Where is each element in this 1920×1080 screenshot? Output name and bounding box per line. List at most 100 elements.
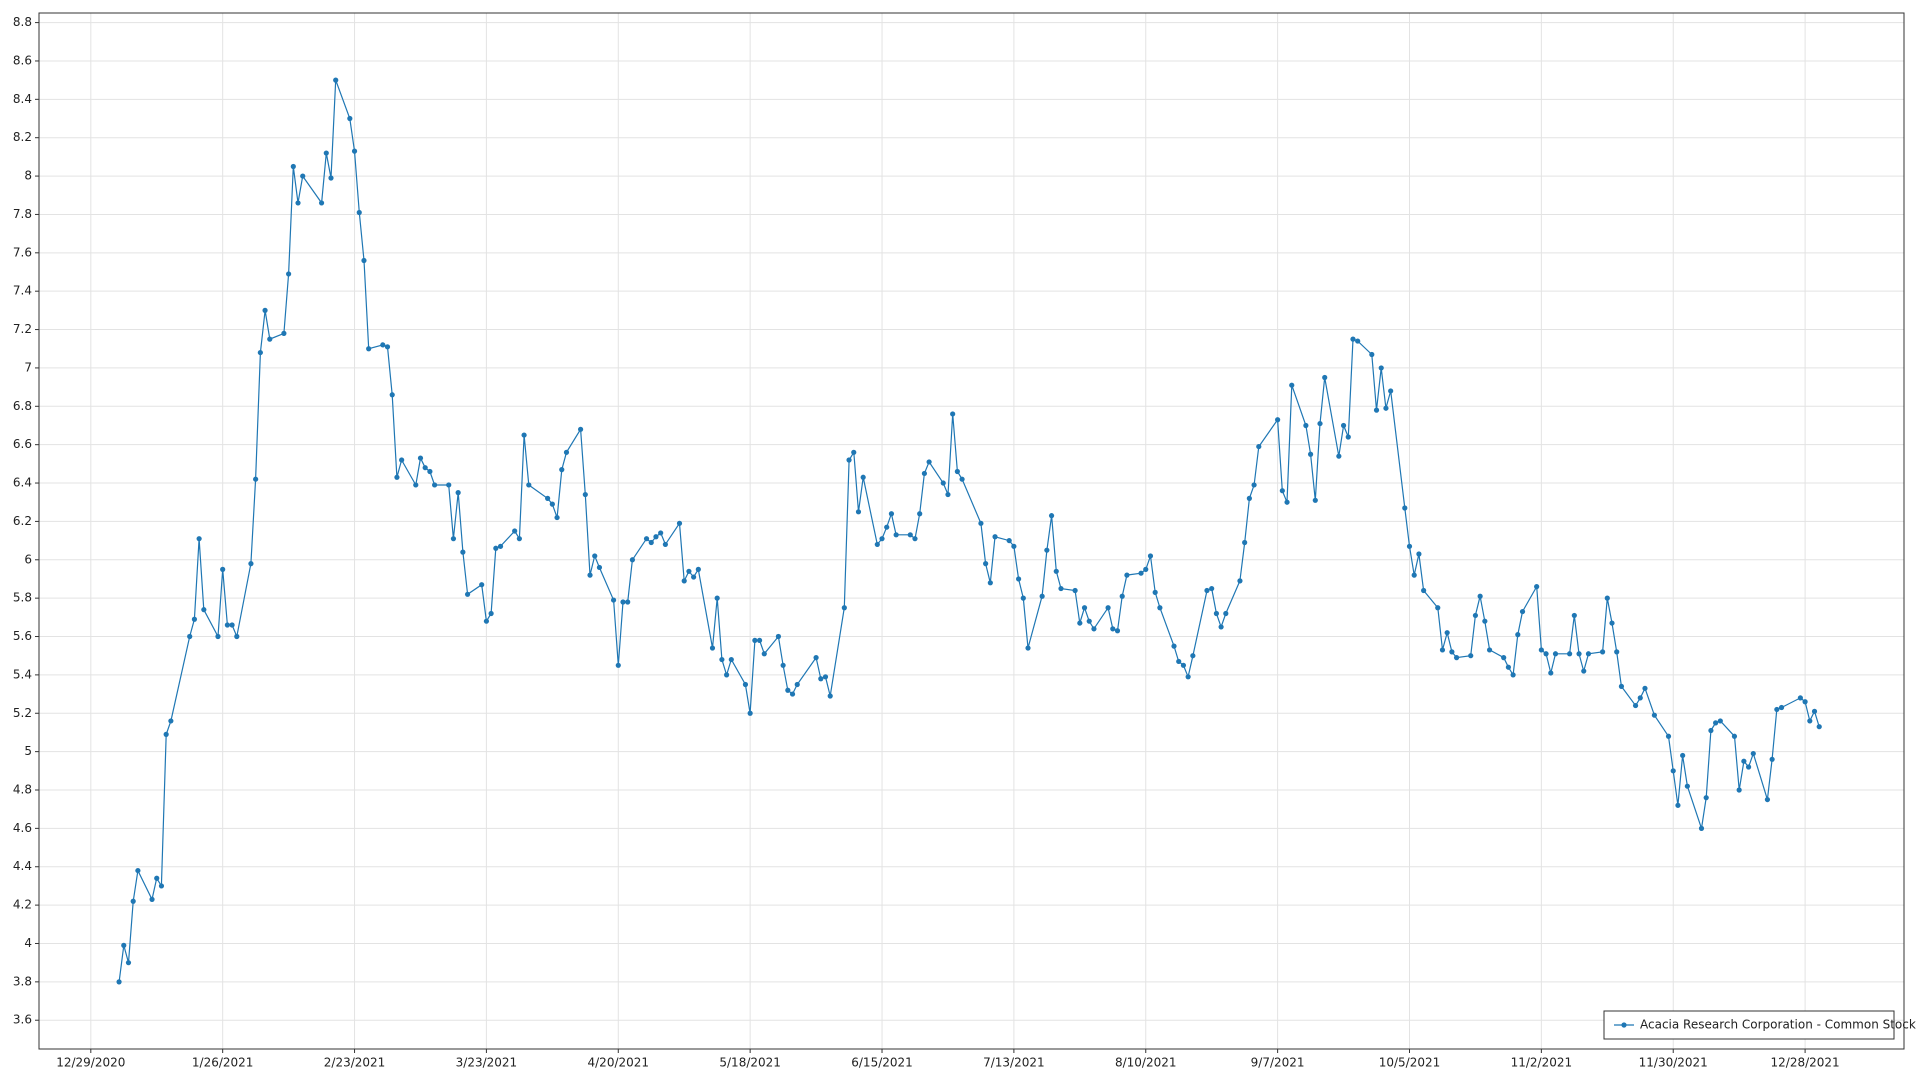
data-point	[234, 633, 240, 640]
data-point	[724, 672, 730, 678]
data-point	[1614, 649, 1620, 655]
data-point	[1251, 482, 1257, 488]
data-point	[257, 349, 263, 356]
data-point	[549, 501, 555, 507]
y-tick-label: 4.8	[13, 783, 32, 797]
data-point	[116, 979, 122, 985]
data-point	[1599, 649, 1606, 655]
data-point	[1816, 724, 1822, 730]
data-point	[521, 432, 527, 438]
data-point	[1176, 658, 1182, 665]
data-point	[978, 520, 984, 526]
x-tick-label: 11/30/2021	[1639, 1056, 1708, 1070]
data-point	[596, 564, 603, 571]
data-point	[1515, 632, 1521, 638]
y-tick-label: 8.8	[13, 15, 32, 29]
data-point	[888, 511, 895, 517]
data-point	[747, 710, 753, 716]
data-point	[1632, 702, 1639, 709]
data-point	[676, 520, 683, 526]
data-point	[940, 480, 946, 486]
data-point	[907, 532, 913, 538]
data-point	[709, 645, 716, 651]
y-tick-label: 4.2	[13, 898, 32, 912]
y-tick-label: 8.2	[13, 130, 32, 144]
data-point	[1355, 338, 1361, 344]
data-point	[526, 482, 532, 488]
x-tick-label: 7/13/2021	[983, 1056, 1045, 1070]
data-point	[855, 509, 862, 515]
data-point	[229, 622, 235, 628]
data-point	[1444, 630, 1450, 636]
data-point	[954, 468, 960, 475]
data-point	[615, 662, 621, 668]
data-point	[512, 528, 518, 534]
data-point	[827, 693, 833, 699]
data-point	[648, 539, 654, 546]
data-point	[662, 541, 668, 548]
data-point	[483, 618, 490, 624]
data-point	[1411, 572, 1417, 578]
data-point	[248, 561, 254, 567]
data-point	[691, 574, 697, 580]
data-point	[1213, 610, 1219, 617]
data-point	[1110, 626, 1116, 632]
data-point	[1552, 651, 1559, 657]
data-point	[846, 457, 852, 463]
y-tick-label: 5.2	[13, 706, 32, 720]
data-point	[135, 867, 141, 874]
y-tick-label: 5	[24, 744, 32, 758]
x-tick-label: 2/23/2021	[324, 1056, 386, 1070]
data-point	[1350, 336, 1356, 342]
data-point	[380, 342, 386, 348]
data-point	[1651, 712, 1657, 718]
data-point	[1209, 585, 1215, 592]
data-point	[775, 633, 782, 640]
data-point	[1439, 647, 1446, 653]
data-point	[728, 656, 734, 663]
data-point	[912, 536, 918, 542]
data-point	[1284, 499, 1290, 505]
data-point	[191, 616, 198, 622]
data-point	[130, 898, 136, 904]
data-point	[1114, 628, 1121, 634]
data-point	[780, 662, 786, 668]
data-point	[1665, 733, 1672, 739]
y-tick-label: 6.6	[13, 437, 32, 451]
x-tick-label: 10/5/2021	[1379, 1056, 1441, 1070]
data-point	[460, 549, 466, 555]
data-point	[356, 209, 362, 216]
x-tick-label: 6/15/2021	[851, 1056, 913, 1070]
data-point	[1340, 422, 1347, 429]
data-point	[361, 257, 367, 264]
data-point	[125, 960, 132, 966]
data-point	[1256, 443, 1262, 450]
data-point	[1015, 576, 1022, 582]
data-point	[1025, 645, 1031, 651]
data-point	[1680, 752, 1686, 759]
data-point	[187, 633, 193, 640]
data-point	[253, 476, 259, 482]
data-point	[1072, 587, 1078, 594]
data-point	[1048, 513, 1055, 519]
series-line	[118, 79, 1820, 982]
data-point	[286, 271, 292, 277]
data-point	[874, 541, 880, 548]
data-point	[389, 392, 395, 398]
data-point	[328, 175, 334, 181]
data-point	[163, 731, 169, 737]
data-point	[399, 457, 405, 463]
data-point	[432, 482, 438, 488]
x-tick-label: 1/26/2021	[192, 1056, 254, 1070]
data-point	[1637, 695, 1643, 701]
data-point	[1237, 578, 1243, 584]
data-point	[1138, 570, 1144, 576]
data-point	[1303, 422, 1309, 429]
y-tick-label: 6.4	[13, 476, 32, 490]
data-point	[262, 307, 268, 313]
data-point	[1543, 651, 1549, 657]
data-point	[610, 597, 617, 603]
data-point	[422, 465, 428, 471]
data-point	[1585, 651, 1592, 657]
y-tick-label: 7.6	[13, 245, 32, 259]
